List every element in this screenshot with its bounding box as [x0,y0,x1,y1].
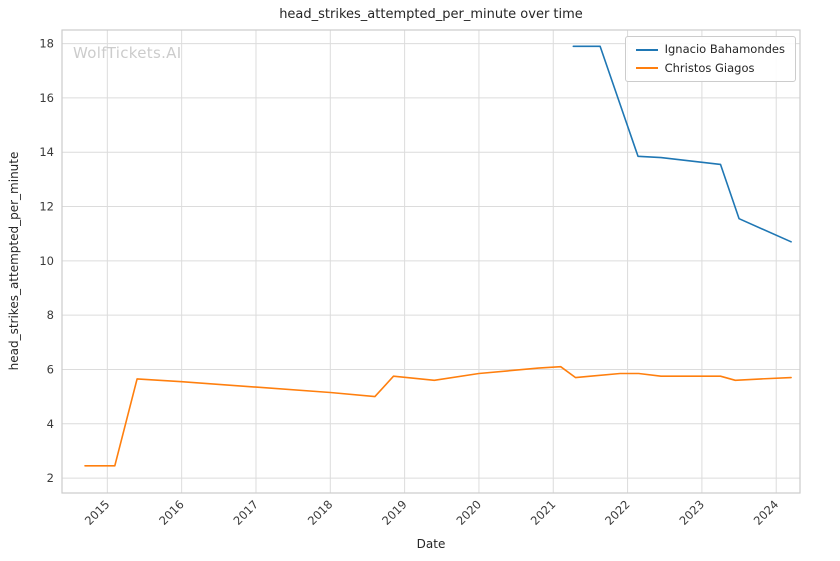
y-tick-label: 16 [39,91,54,105]
legend-item: Christos Giagos [635,60,785,75]
y-tick-label: 14 [39,145,54,159]
plot-area [62,30,800,493]
x-tick-label: 2023 [676,497,707,528]
legend-label: Christos Giagos [664,60,755,75]
series-line-0 [572,45,792,243]
x-tick-label: 2024 [751,497,782,528]
x-tick-label: 2021 [528,497,559,528]
watermark-text: WolfTickets.AI [73,44,182,62]
legend-label: Ignacio Bahamondes [664,42,785,56]
y-tick-label: 6 [47,362,54,376]
y-tick-label: 2 [47,471,54,485]
legend-line-swatch [635,67,658,70]
x-tick-label: 2022 [602,497,633,528]
legend-item: Ignacio Bahamondes [635,42,785,56]
x-tick-label: 2018 [305,497,336,528]
y-axis-label: head_strikes_attempted_per_minute [7,151,21,371]
x-tick-label: 2015 [82,497,113,528]
x-tick-label: 2020 [453,497,484,528]
x-tick-label: 2016 [156,497,187,528]
y-tick-label: 4 [47,417,54,431]
legend: Ignacio Bahamondes Christos Giagos [624,36,796,82]
series-line-1 [84,365,792,467]
y-tick-label: 10 [39,254,54,268]
y-tick-label: 8 [47,308,54,322]
plot-border [61,29,801,494]
y-tick-label: 18 [39,37,54,51]
legend-line-swatch [635,48,658,51]
x-tick-label: 2017 [230,497,261,528]
y-tick-label: 12 [39,200,54,214]
x-tick-label: 2019 [379,497,410,528]
chart-title: head_strikes_attempted_per_minute over t… [279,7,583,22]
x-axis-label: Date [416,537,446,551]
